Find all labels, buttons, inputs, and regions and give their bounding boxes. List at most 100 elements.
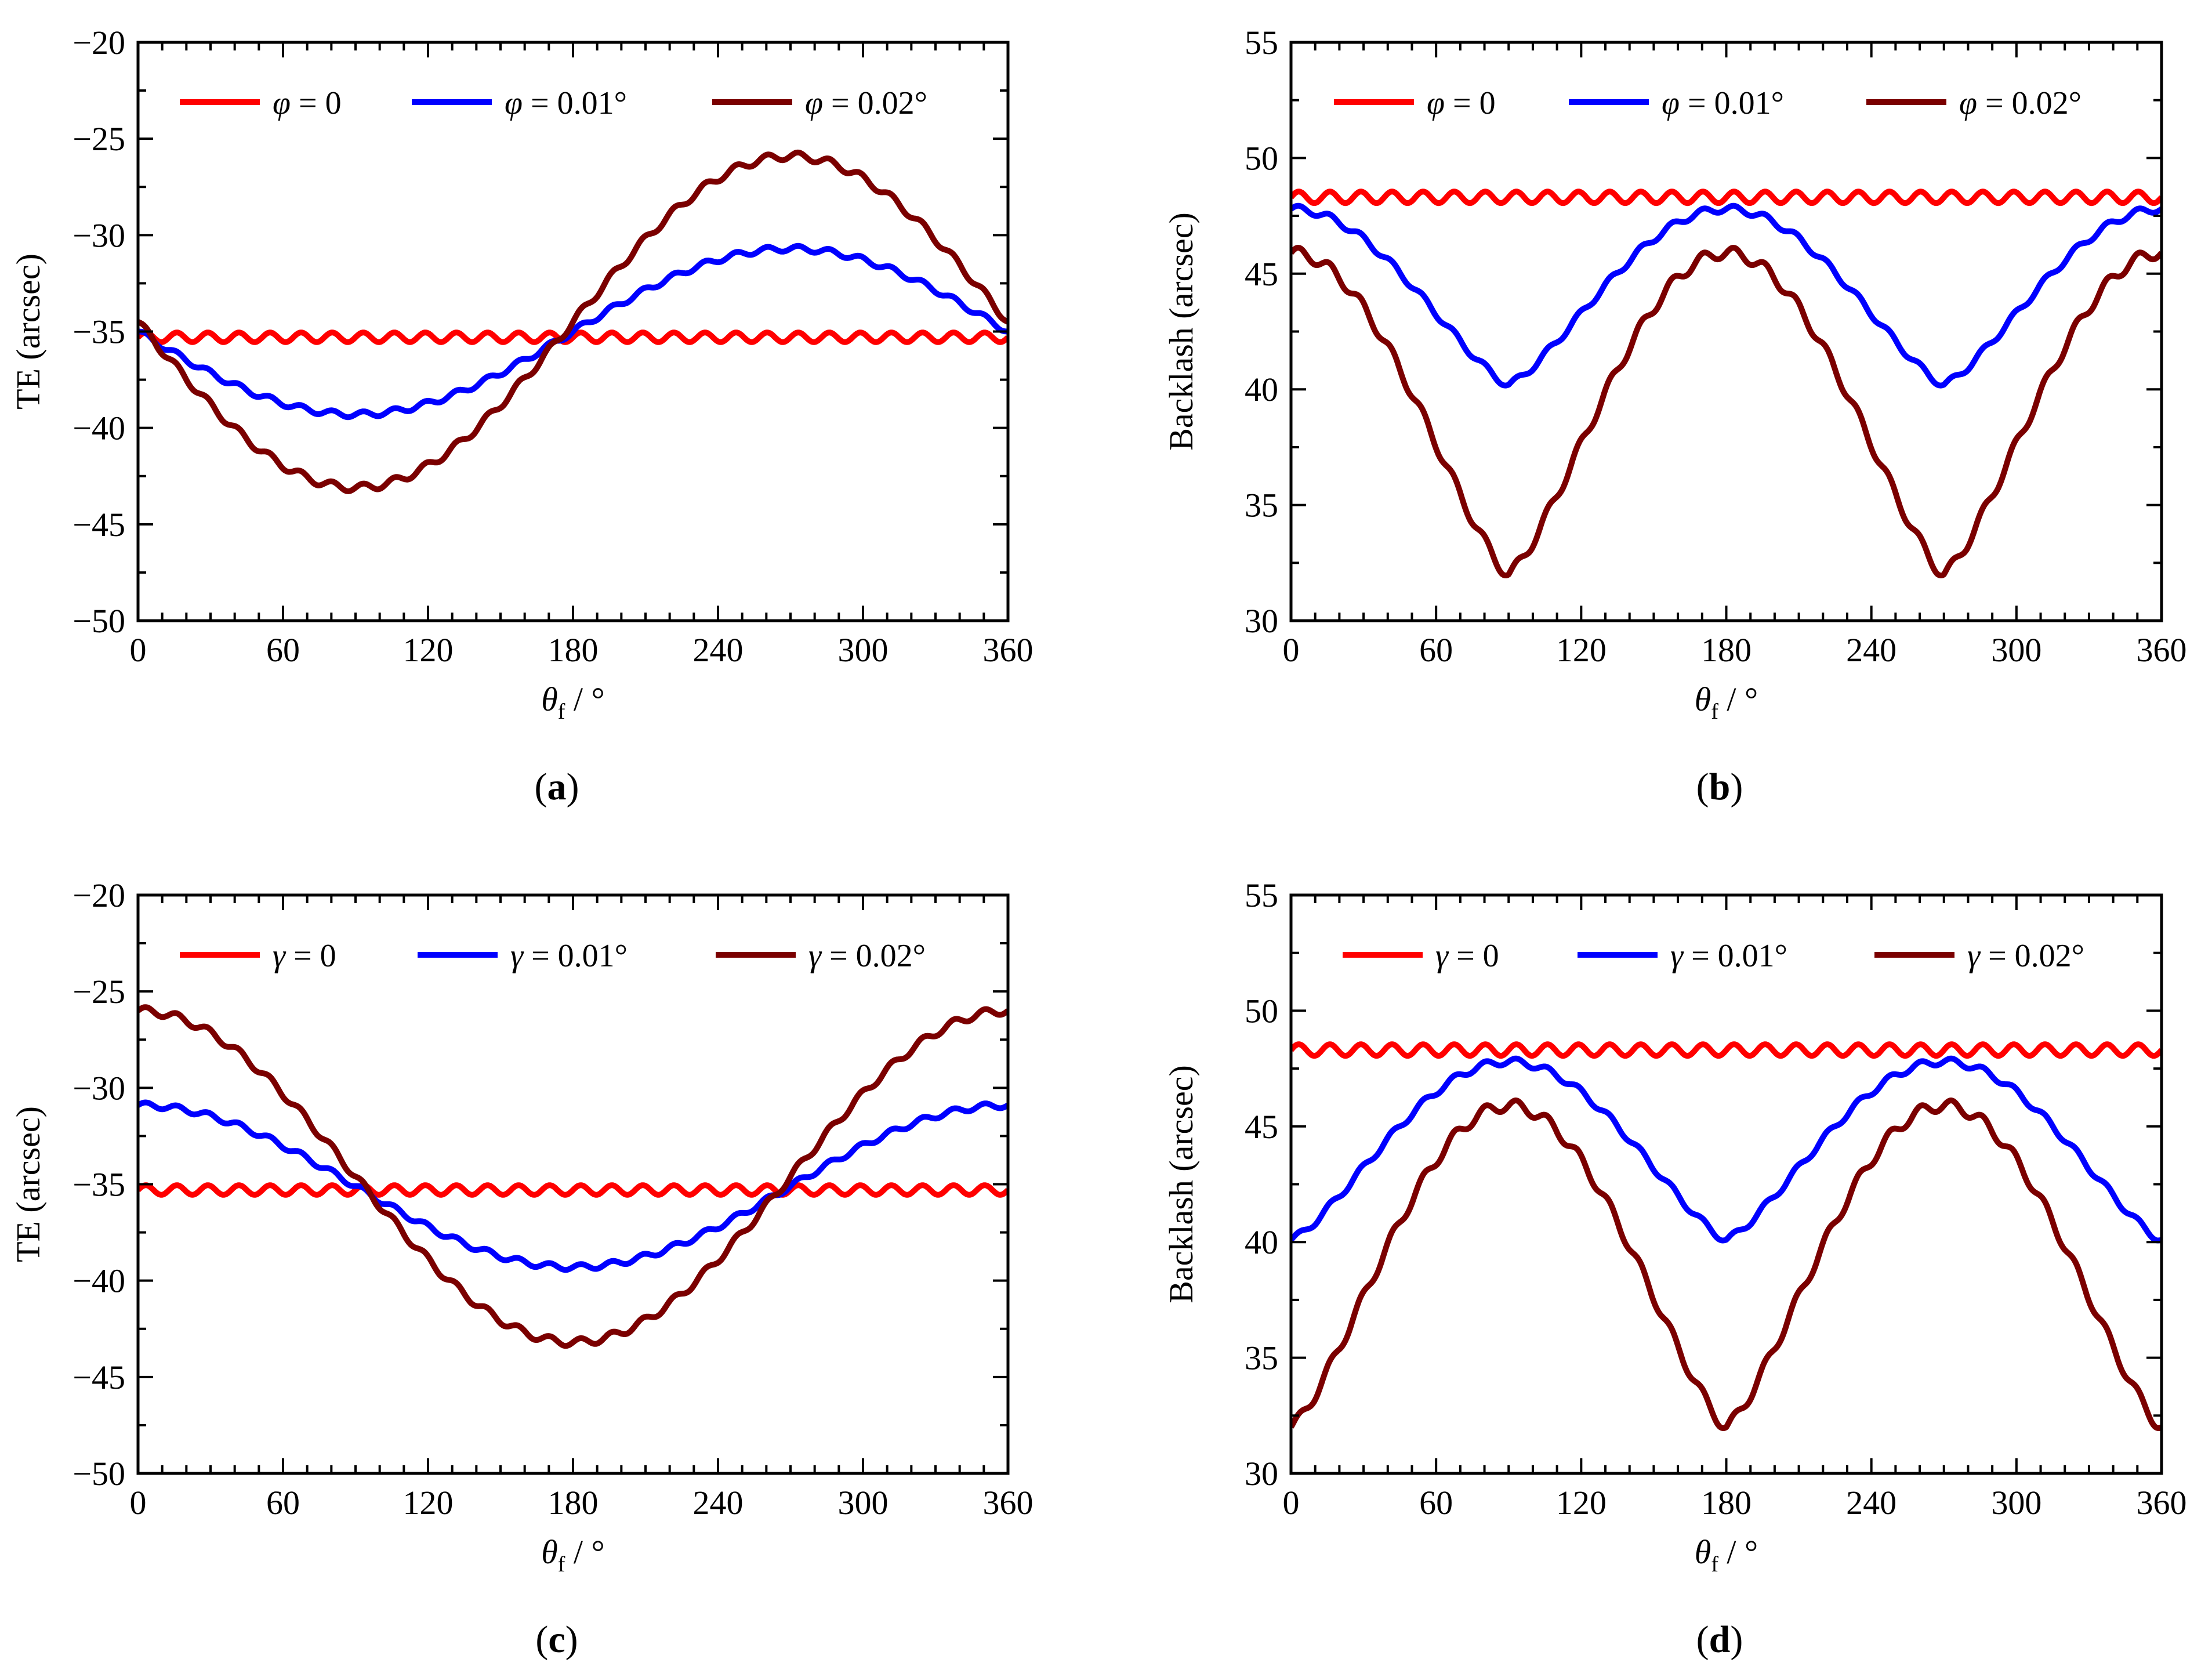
chart-panel-a: 0 60 120 180 240 300 360 −50 −45 −40 −35 −30 −25 −20 T… (9, 24, 1034, 808)
x-axis-label: θf / ° (541, 1533, 604, 1577)
y-tick-label: 55 (1245, 24, 1278, 61)
x-axis-symbol: θ (1695, 680, 1711, 718)
series-line-3 (138, 1004, 1008, 1349)
y-tick-label: −45 (72, 506, 125, 544)
caption-open: ( (1696, 766, 1709, 808)
x-axis-unit: / ° (1718, 680, 1758, 718)
x-axis-label: θf / ° (541, 680, 604, 724)
legend-symbol: φ (273, 85, 291, 121)
x-tick-label: 120 (403, 631, 454, 669)
series-line-2 (138, 242, 1008, 421)
legend-label-3: γ = 0.02° (808, 938, 926, 974)
caption-close: ) (1730, 766, 1743, 808)
legend-label-3: φ = 0.02° (805, 85, 927, 121)
y-axis-label: Backlash (arcsec) (1162, 212, 1200, 451)
x-tick-label: 0 (130, 631, 147, 669)
y-tick-label: 50 (1245, 139, 1278, 177)
legend-symbol: γ (808, 938, 822, 974)
plot-frame (1289, 41, 2163, 622)
y-tick-label: 55 (1245, 876, 1278, 914)
x-tick-label: 360 (983, 631, 1034, 669)
x-tick-label: 240 (1846, 631, 1896, 669)
panel-caption: (b) (1696, 766, 1743, 808)
legend-value: = 0.02° (823, 85, 927, 121)
chart-panel-d: 0 60 120 180 240 300 360 30 35 40 45 50 55 Backlash (… (1162, 876, 2187, 1661)
legend-label-2: φ = 0.01° (1662, 85, 1784, 121)
legend-label-3: γ = 0.02° (1967, 938, 2084, 974)
panel-caption: (c) (535, 1618, 578, 1661)
caption-letter: b (1709, 766, 1731, 808)
legend-value: = 0.02° (821, 938, 926, 974)
x-tick-label: 360 (2137, 1484, 2187, 1522)
legend-symbol: γ (1967, 938, 1981, 974)
legend-symbol: γ (510, 938, 524, 974)
x-tick-label: 60 (266, 631, 300, 669)
legend-symbol: φ (1662, 85, 1680, 121)
x-axis-unit: / ° (1718, 1533, 1758, 1571)
legend-value: = 0.01° (523, 85, 627, 121)
x-tick-label: 60 (266, 1484, 300, 1522)
y-tick-label: −25 (72, 973, 125, 1010)
y-tick-label: 35 (1245, 487, 1278, 524)
caption-close: ) (565, 1618, 578, 1661)
series-line-2 (1291, 1055, 2162, 1244)
legend-symbol: γ (273, 938, 287, 974)
legend-value: = 0.02° (1977, 85, 2082, 121)
legend-value: = 0.01° (1680, 85, 1784, 121)
chart-panel-c: 0 60 120 180 240 300 360 −50 −45 −40 −35 −30 −25 −20 T… (9, 876, 1034, 1661)
x-axis-symbol: θ (541, 680, 558, 718)
y-axis-label: Backlash (arcsec) (1162, 1065, 1200, 1303)
panel-caption: (a) (535, 766, 579, 808)
x-tick-label: 300 (838, 1484, 889, 1522)
x-tick-label: 0 (1283, 631, 1300, 669)
y-tick-label: 40 (1245, 371, 1278, 408)
x-axis-symbol: θ (1695, 1533, 1711, 1571)
y-tick-label: −30 (72, 1069, 125, 1107)
y-tick-label: −35 (72, 1166, 125, 1204)
legend-symbol: γ (1435, 938, 1449, 974)
x-axis-symbol: θ (541, 1533, 558, 1571)
y-tick-label: −50 (72, 602, 125, 640)
y-tick-label: 45 (1245, 255, 1278, 293)
x-tick-label: 120 (1556, 631, 1607, 669)
legend-label-1: γ = 0 (1435, 938, 1499, 974)
y-tick-label: −30 (72, 216, 125, 254)
legend-value: = 0 (285, 938, 336, 974)
x-tick-label: 240 (1846, 1484, 1896, 1522)
legend-label-2: γ = 0.01° (510, 938, 628, 974)
caption-letter: a (547, 766, 567, 808)
y-tick-label: −25 (72, 120, 125, 158)
y-tick-label: 50 (1245, 992, 1278, 1030)
caption-close: ) (567, 766, 579, 808)
y-tick-label: −20 (72, 876, 125, 914)
series-line-1 (1291, 1041, 2162, 1059)
legend-label-2: φ = 0.01° (505, 85, 627, 121)
y-tick-label: 45 (1245, 1108, 1278, 1146)
x-tick-label: 120 (1556, 1484, 1607, 1522)
y-tick-label: −45 (72, 1359, 125, 1396)
x-axis-subscript: f (558, 1552, 565, 1577)
legend-value: = 0.01° (523, 938, 628, 974)
legend-value: = 0 (1448, 938, 1499, 974)
series-line-3 (1291, 1098, 2162, 1431)
caption-close: ) (1730, 1618, 1743, 1661)
x-tick-label: 180 (548, 631, 599, 669)
caption-letter: c (548, 1618, 565, 1661)
series-line-2 (138, 1099, 1008, 1273)
legend-value: = 0.02° (1980, 938, 2084, 974)
x-axis-subscript: f (1711, 1552, 1718, 1577)
x-tick-label: 300 (1991, 1484, 2041, 1522)
legend-symbol: φ (1427, 85, 1445, 121)
x-tick-label: 180 (1701, 1484, 1752, 1522)
series-line-2 (1291, 202, 2162, 389)
y-tick-label: −20 (72, 24, 125, 61)
x-axis-subscript: f (558, 700, 565, 724)
x-tick-label: 60 (1419, 631, 1453, 669)
x-tick-label: 360 (983, 1484, 1034, 1522)
legend-label-3: φ = 0.02° (1959, 85, 2082, 121)
legend-symbol: φ (505, 85, 523, 121)
series-line-3 (1291, 245, 2162, 578)
y-tick-label: −35 (72, 313, 125, 351)
y-axis-label: TE (arcsec) (9, 253, 47, 410)
y-tick-label: 40 (1245, 1223, 1278, 1261)
